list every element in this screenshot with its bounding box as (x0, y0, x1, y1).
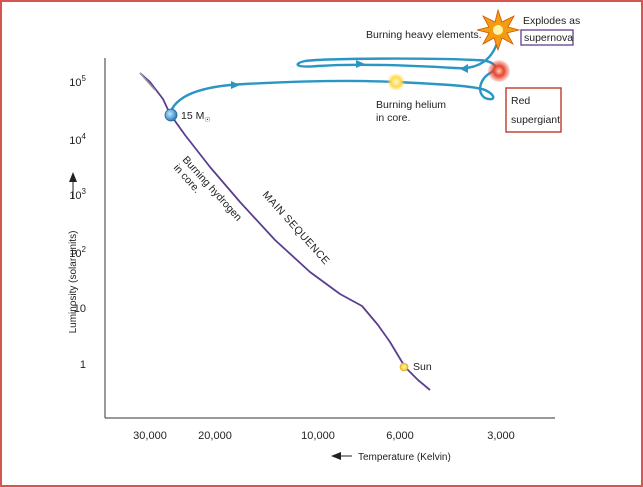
track-arrow-icon (231, 81, 240, 89)
x-axis-label: Temperature (Kelvin) (358, 452, 451, 463)
y-tick-group: 105 104 103 102 10 1 (69, 74, 86, 371)
red-supergiant-box (505, 87, 562, 133)
x-tick-label: 6,000 (386, 430, 414, 442)
burning-heavy-label: Burning heavy elements. (366, 29, 482, 41)
y-tick-label: 103 (69, 187, 86, 202)
blue-star-icon (164, 108, 178, 122)
main-sequence-upper-extension (139, 72, 156, 91)
burning-helium-label: in core. (376, 112, 410, 124)
x-tick-label: 30,000 (133, 430, 167, 442)
x-tick-label: 20,000 (198, 430, 232, 442)
x-tick-group: 30,000 20,000 10,000 6,000 3,000 (133, 430, 515, 442)
sun-icon (399, 362, 409, 372)
y-axis-label: Luminosity (solar units) (68, 231, 79, 334)
evolution-track (168, 38, 500, 116)
y-tick-label: 104 (69, 132, 86, 147)
y-tick-label: 10 (74, 303, 86, 315)
track-arrow-icon (460, 64, 468, 73)
x-tick-label: 3,000 (487, 430, 515, 442)
helium-star-icon (387, 73, 405, 91)
main-sequence-line (139, 72, 431, 391)
y-tick-label: 105 (69, 74, 86, 89)
main-sequence-label: MAIN SEQUENCE (260, 189, 332, 267)
supernova-box (520, 29, 574, 46)
supernova-burst-icon (476, 8, 521, 52)
sun-label: Sun (413, 361, 432, 373)
explodes-label: Explodes as (523, 15, 580, 27)
track-arrow-icon (356, 60, 365, 68)
red-supergiant-label: Red (511, 95, 530, 107)
burning-helium-label: Burning helium (376, 99, 446, 111)
star-mass-label: 15 M☉ (181, 110, 211, 124)
supernova-label: supernova (524, 32, 573, 44)
y-tick-label: 102 (69, 245, 86, 260)
x-tick-label: 10,000 (301, 430, 335, 442)
x-axis-arrow-icon (331, 452, 352, 460)
red-supergiant-label: supergiant (511, 114, 560, 126)
y-tick-label: 1 (80, 359, 86, 371)
red-supergiant-icon (488, 60, 510, 82)
y-axis-arrow-icon (69, 172, 77, 199)
